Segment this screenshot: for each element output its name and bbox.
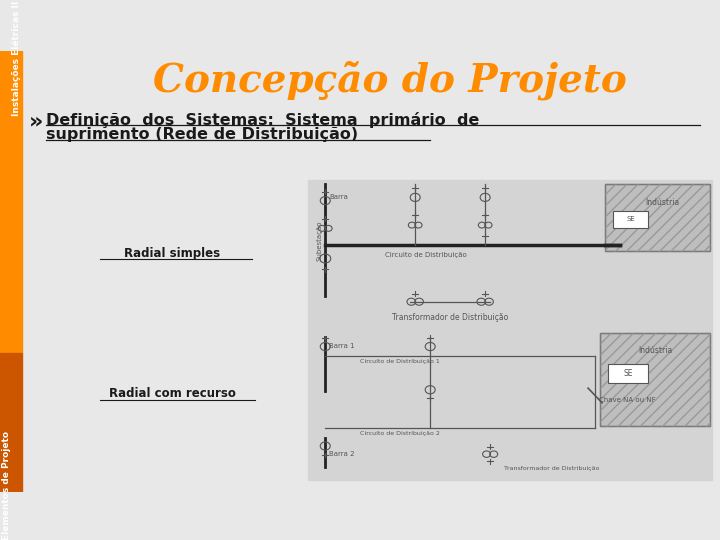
Bar bbox=[613, 211, 648, 227]
Bar bbox=[605, 184, 710, 251]
Text: »: » bbox=[29, 112, 42, 132]
Bar bbox=[608, 363, 648, 383]
Text: Radial simples: Radial simples bbox=[125, 247, 220, 260]
Text: Indústria: Indústria bbox=[646, 198, 680, 207]
Bar bbox=[1, 353, 22, 491]
Text: Indústria: Indústria bbox=[638, 346, 672, 355]
Text: Circuito de Distribuição 1: Circuito de Distribuição 1 bbox=[360, 359, 440, 364]
Text: Circuito de Distribuição: Circuito de Distribuição bbox=[385, 252, 467, 258]
Text: SE: SE bbox=[624, 369, 633, 378]
Text: SE: SE bbox=[626, 217, 636, 222]
Text: Circuito de Distribuição 2: Circuito de Distribuição 2 bbox=[360, 431, 440, 436]
Text: suprimento (Rede de Distribuição): suprimento (Rede de Distribuição) bbox=[47, 127, 359, 142]
Text: Instalações Elétricas II: Instalações Elétricas II bbox=[12, 1, 21, 116]
Text: Concepção do Projeto: Concepção do Projeto bbox=[153, 60, 627, 100]
Text: Elementos de Projeto: Elementos de Projeto bbox=[2, 430, 12, 539]
Bar bbox=[600, 333, 710, 427]
Bar bbox=[605, 184, 710, 251]
Text: Subestação: Subestação bbox=[316, 220, 323, 261]
Text: Transformador de Distribuição: Transformador de Distribuição bbox=[504, 465, 600, 470]
Text: Barra 1: Barra 1 bbox=[329, 343, 355, 349]
Text: Barra: Barra bbox=[329, 193, 348, 200]
Text: Chave NA ou NF: Chave NA ou NF bbox=[599, 396, 656, 402]
Text: Barra 2: Barra 2 bbox=[329, 451, 355, 457]
Text: Radial com recurso: Radial com recurso bbox=[109, 387, 235, 400]
Text: Transformador de Distribuição: Transformador de Distribuição bbox=[392, 313, 508, 322]
Text: Definição  dos  Sistemas:  Sistema  primário  de: Definição dos Sistemas: Sistema primário… bbox=[47, 112, 480, 128]
Bar bbox=[600, 333, 710, 427]
Bar bbox=[308, 180, 712, 480]
Bar bbox=[1, 51, 22, 353]
